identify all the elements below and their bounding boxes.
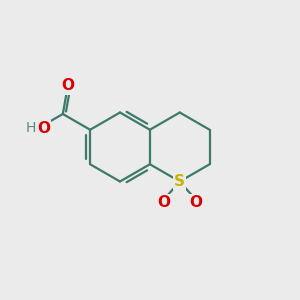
Text: S: S <box>174 174 185 189</box>
Text: O: O <box>157 195 170 210</box>
Text: O: O <box>37 121 50 136</box>
Text: H: H <box>26 122 36 135</box>
Text: O: O <box>190 195 202 210</box>
Text: O: O <box>61 78 74 93</box>
